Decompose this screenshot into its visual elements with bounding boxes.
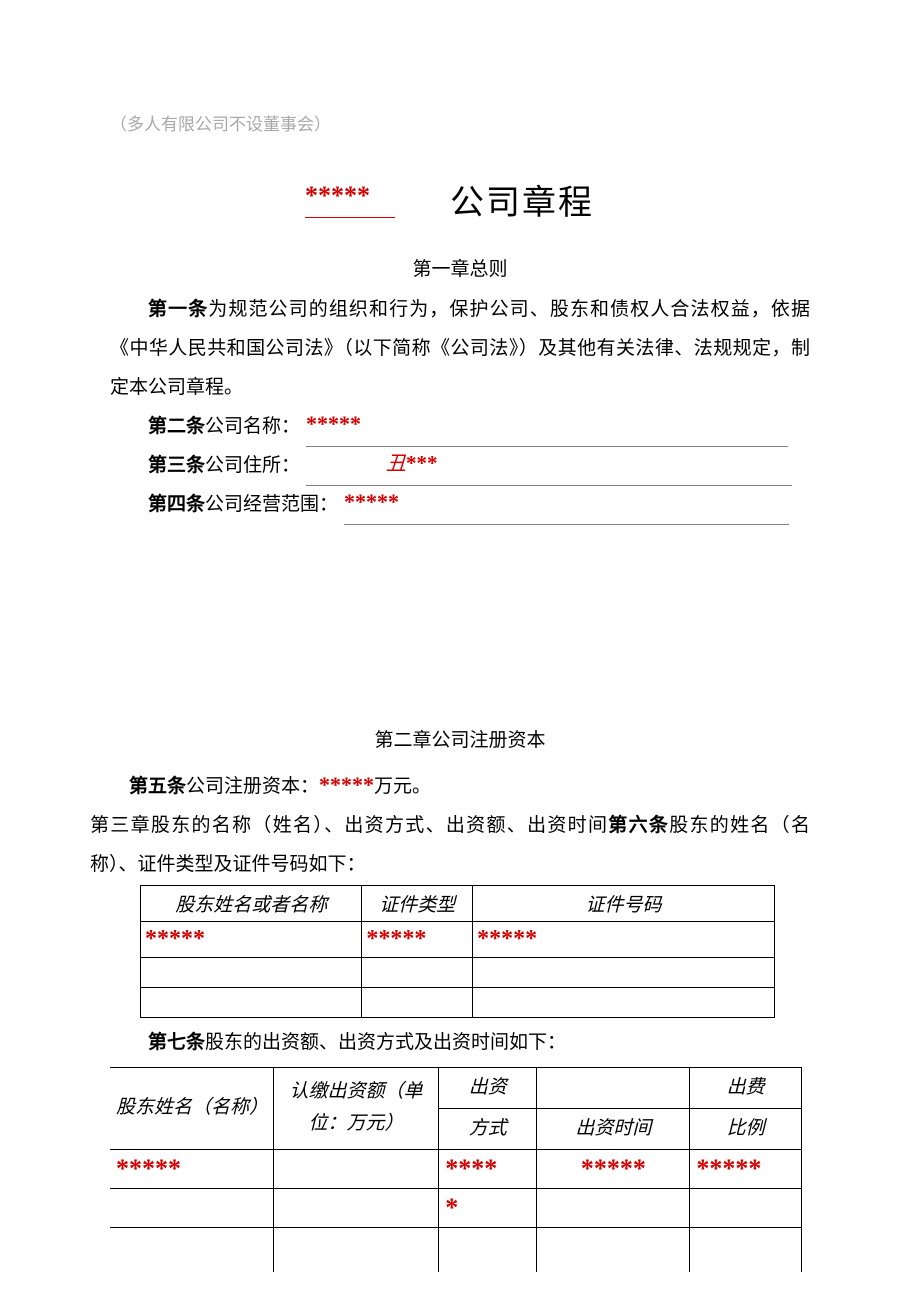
- table-cell: [273, 1150, 438, 1189]
- article-3-prefix: 丑: [386, 453, 406, 475]
- shareholders-id-table: 股东姓名或者名称 证件类型 证件号码 ***** ***** *****: [140, 885, 775, 1018]
- table-header: 股东姓名（名称）: [110, 1067, 273, 1150]
- article-2: 第二条公司名称： *****: [110, 408, 810, 447]
- table-header: 股东姓名或者名称: [141, 885, 362, 921]
- table-cell: [362, 987, 473, 1017]
- table-cell: [537, 1228, 690, 1272]
- table-cell: *****: [690, 1150, 802, 1189]
- table-cell: [690, 1189, 802, 1228]
- table-cell: [273, 1189, 438, 1228]
- table-header-row: 股东姓名（名称） 认缴出资额（单位：万元） 出资 出费: [110, 1067, 802, 1108]
- table-header: 比例: [690, 1108, 802, 1149]
- article-3: 第三条公司住所： 丑***: [110, 447, 810, 486]
- chapter-1-heading: 第一章总则: [110, 254, 810, 281]
- table-header: 出资: [439, 1067, 537, 1108]
- table-cell: [473, 957, 775, 987]
- table-cell: [537, 1189, 690, 1228]
- article-3-value: ***: [406, 451, 438, 475]
- article-1: 第一条为规范公司的组织和行为，保护公司、股东和债权人合法权益，依据《中华人民共和…: [110, 291, 810, 408]
- article-2-underline: *****: [306, 419, 788, 447]
- table-cell: [690, 1228, 802, 1272]
- table-header: 方式: [439, 1108, 537, 1149]
- article-4-underline: *****: [344, 497, 789, 525]
- table-cell: [110, 1228, 273, 1272]
- shareholders-contribution-table: 股东姓名（名称） 认缴出资额（单位：万元） 出资 出费 方式 出资时间 比例 *…: [110, 1067, 802, 1272]
- article-4-value: *****: [344, 479, 399, 524]
- article-4: 第四条公司经营范围： *****: [110, 486, 810, 525]
- article-7-label: 第七条: [148, 1032, 205, 1053]
- article-5-text-before: 公司注册资本：: [186, 776, 319, 797]
- title-text: 公司章程: [450, 175, 594, 224]
- table-header: 证件类型: [362, 885, 473, 921]
- table-cell: [362, 957, 473, 987]
- table-cell: *****: [362, 921, 473, 957]
- table-cell: [110, 1189, 273, 1228]
- article-1-label: 第一条: [148, 299, 208, 320]
- table-cell: [273, 1228, 438, 1272]
- chapter-3-intro: 第三章股东的名称（姓名）、出资方式、出资额、出资时间第六条股东的姓名（名称）、证…: [90, 807, 810, 885]
- table-row: [110, 1228, 802, 1272]
- article-6-label: 第六条: [608, 815, 669, 836]
- table-cell: *: [439, 1189, 537, 1228]
- table-header: 认缴出资额（单位：万元）: [273, 1067, 438, 1150]
- table-header: 出费: [690, 1067, 802, 1108]
- table-row: [141, 987, 775, 1017]
- article-5: 第五条公司注册资本：*****万元。: [110, 762, 810, 807]
- article-7-text: 股东的出资额、出资方式及出资时间如下：: [205, 1032, 566, 1053]
- table-cell: *****: [473, 921, 775, 957]
- table-cell: [141, 957, 362, 987]
- chapter-3-intro-before: 第三章股东的名称（姓名）、出资方式、出资额、出资时间: [90, 815, 608, 836]
- article-2-label-wrap: 第二条公司名称：: [110, 408, 300, 447]
- article-1-text: 为规范公司的组织和行为，保护公司、股东和债权人合法权益，依据《中华人民共和国公司…: [110, 299, 810, 398]
- table-header: [537, 1067, 690, 1108]
- chapter-2-heading: 第二章公司注册资本: [110, 725, 810, 752]
- article-5-value: *****: [319, 772, 374, 797]
- article-3-label-wrap: 第三条公司住所：: [110, 447, 300, 486]
- article-4-label-wrap: 第四条公司经营范围：: [110, 486, 338, 525]
- table-row: [141, 957, 775, 987]
- table-cell: [473, 987, 775, 1017]
- table-cell: *****: [110, 1150, 273, 1189]
- header-note: （多人有限公司不设董事会）: [110, 110, 810, 135]
- document-title: ***** 公司章程: [110, 175, 810, 219]
- table-cell: *****: [537, 1150, 690, 1189]
- table-row: ***** ***** *****: [141, 921, 775, 957]
- table-row: ***** **** ***** *****: [110, 1150, 802, 1189]
- table-row: *: [110, 1189, 802, 1228]
- table-cell: [141, 987, 362, 1017]
- article-2-value: *****: [306, 401, 361, 446]
- article-7: 第七条股东的出资额、出资方式及出资时间如下：: [110, 1024, 810, 1063]
- article-5-text-after: 万元。: [374, 776, 431, 797]
- table-cell: [439, 1228, 537, 1272]
- table-header-row: 股东姓名或者名称 证件类型 证件号码: [141, 885, 775, 921]
- table-header: 证件号码: [473, 885, 775, 921]
- table-header: 出资时间: [537, 1108, 690, 1149]
- title-stars: *****: [305, 181, 395, 218]
- table-cell: ****: [439, 1150, 537, 1189]
- table-cell: *****: [141, 921, 362, 957]
- article-5-label: 第五条: [129, 776, 186, 797]
